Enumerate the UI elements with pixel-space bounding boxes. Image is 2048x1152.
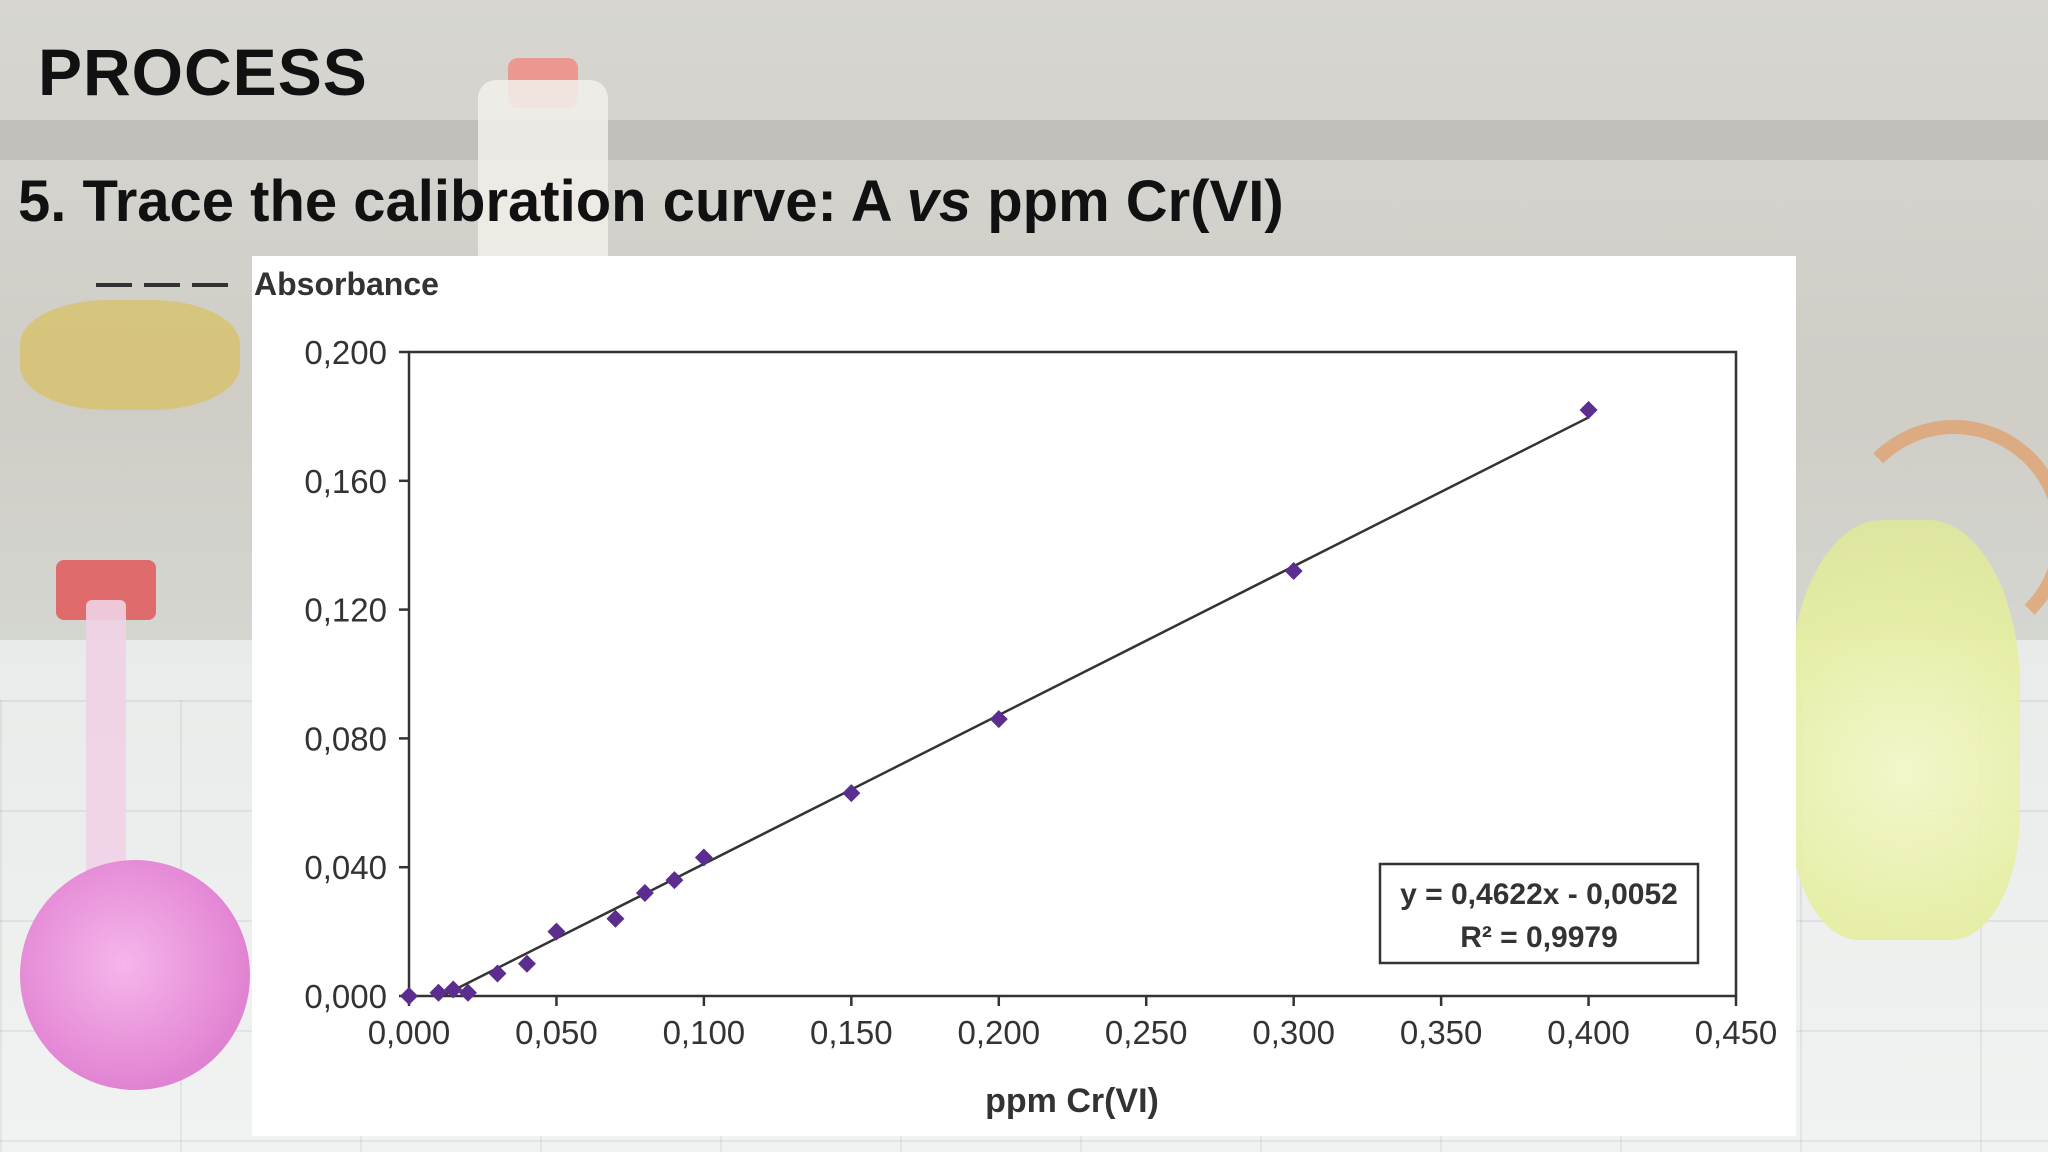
equation-box-border — [1378, 862, 1700, 965]
y-tick-label: 0,000 — [304, 978, 387, 1015]
x-tick-label: 0,050 — [515, 1014, 598, 1051]
data-point — [517, 954, 536, 973]
trendline-equation: y = 0,4622x - 0,0052 — [1400, 878, 1678, 911]
trendline — [441, 416, 1590, 998]
data-point — [606, 909, 625, 928]
x-tick-label: 0,400 — [1547, 1014, 1630, 1051]
slide-subtitle: 5. Trace the calibration curve: A vs ppm… — [18, 168, 1284, 235]
page-title: PROCESS — [38, 35, 368, 109]
x-tick-label: 0,350 — [1400, 1014, 1483, 1051]
data-point — [444, 980, 463, 999]
data-point — [1284, 561, 1303, 580]
y-axis-ticks: 0,000 0,040 0,080 0,120 0,160 0,200 — [304, 334, 409, 1015]
subtitle-prefix: 5. Trace the calibration curve: A — [18, 169, 907, 234]
data-point — [1579, 400, 1598, 419]
dashed-decoration — [96, 283, 230, 287]
y-axis-label: Absorbance — [254, 266, 439, 302]
trendline-r2: R² = 0,9979 — [1460, 921, 1618, 954]
x-axis-ticks: 0,000 0,050 0,100 0,150 0,200 0,250 0,300 0,350… — [368, 996, 1778, 1051]
data-point — [694, 848, 713, 867]
background-shelf — [0, 120, 2048, 160]
background-yellow-flask — [1790, 520, 2020, 940]
chart-panel: Absorbance 0,000 0,040 0,080 0,120 0,160 0,20… — [252, 256, 1796, 1136]
plot-frame — [407, 350, 1738, 998]
y-tick-label: 0,080 — [304, 720, 387, 757]
subtitle-suffix: ppm Cr(VI) — [971, 169, 1284, 234]
x-tick-label: 0,250 — [1105, 1014, 1188, 1051]
data-point — [665, 871, 684, 890]
calibration-chart: Absorbance 0,000 0,040 0,080 0,120 0,160 0,20… — [254, 266, 1778, 1120]
data-point — [400, 987, 418, 1005]
y-tick-label: 0,120 — [304, 592, 387, 629]
background-flask-neck — [86, 600, 126, 900]
x-tick-label: 0,450 — [1695, 1014, 1778, 1051]
data-points — [400, 400, 1598, 1005]
y-tick-label: 0,200 — [304, 334, 387, 371]
x-tick-label: 0,300 — [1252, 1014, 1335, 1051]
data-point — [429, 983, 448, 1002]
data-point — [842, 784, 861, 803]
data-point — [488, 964, 507, 983]
equation-box: y = 0,4622x - 0,0052 R² = 0,9979 — [1378, 862, 1700, 965]
data-point — [989, 710, 1008, 729]
data-point — [635, 883, 654, 902]
x-tick-label: 0,150 — [810, 1014, 893, 1051]
y-tick-label: 0,040 — [304, 849, 387, 886]
data-point — [458, 983, 477, 1002]
subtitle-italic: vs — [906, 169, 972, 234]
background-yellow-cap — [20, 300, 240, 410]
data-point — [547, 922, 566, 941]
x-tick-label: 0,200 — [957, 1014, 1040, 1051]
x-tick-label: 0,000 — [368, 1014, 451, 1051]
background-pink-flask — [20, 860, 250, 1090]
background-bottle — [478, 80, 608, 290]
y-tick-label: 0,160 — [304, 463, 387, 500]
x-tick-label: 0,100 — [663, 1014, 746, 1051]
x-axis-label: ppm Cr(VI) — [985, 1082, 1159, 1120]
